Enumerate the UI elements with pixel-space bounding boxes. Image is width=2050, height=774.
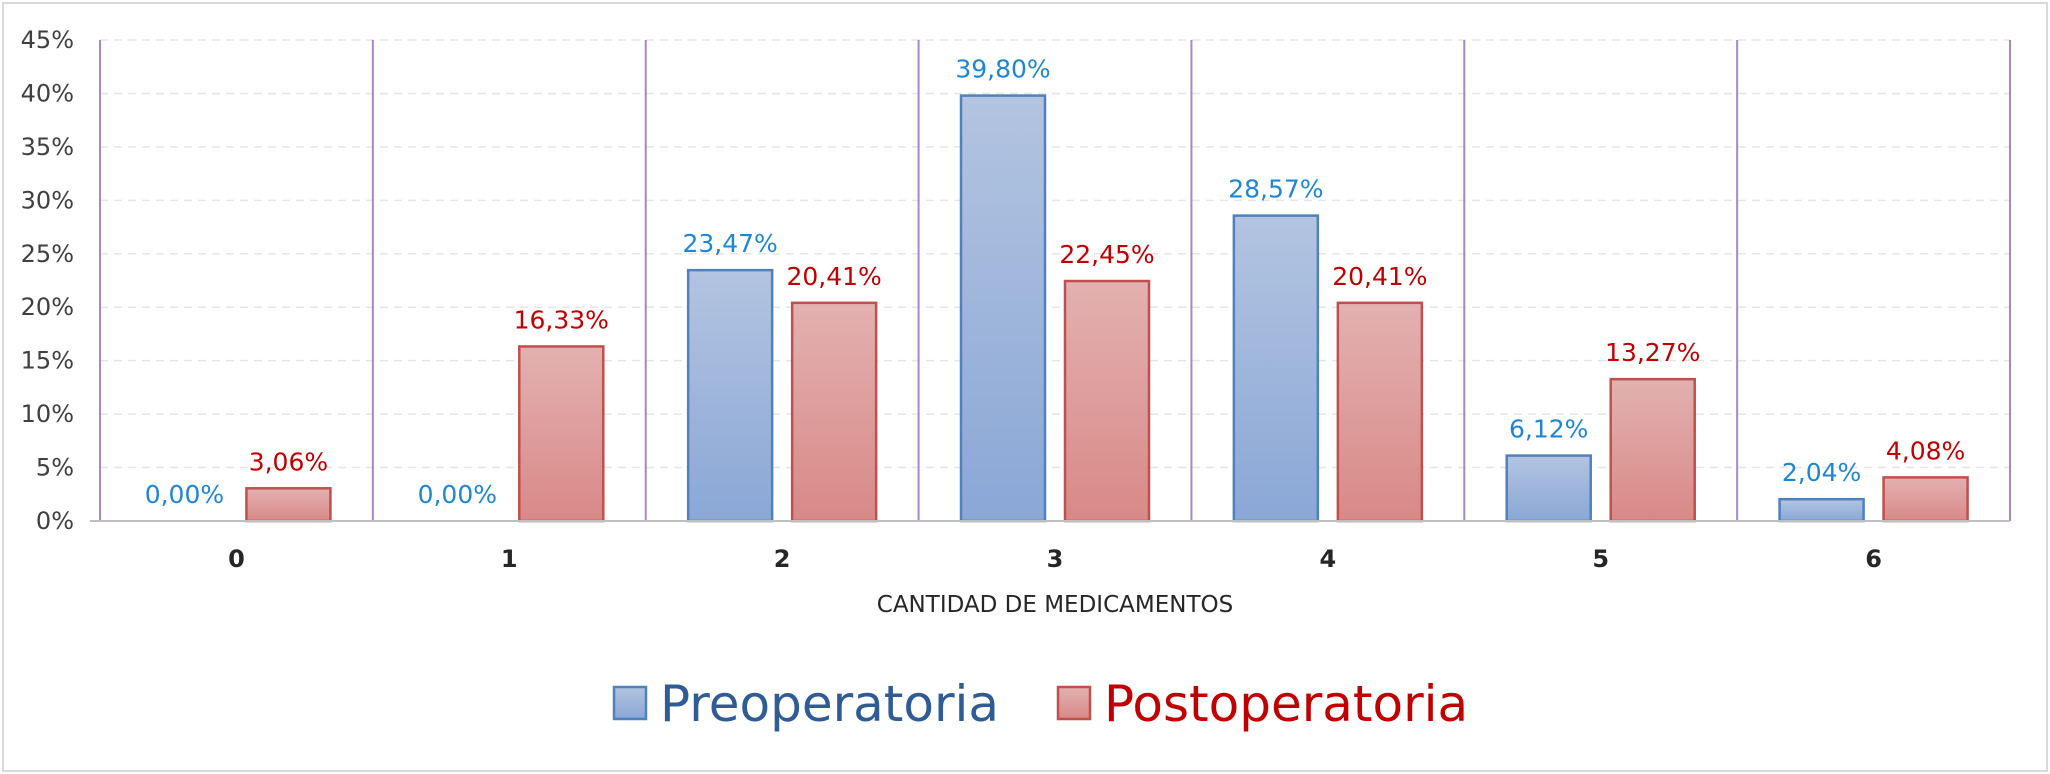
- legend-swatch-pre: [612, 685, 648, 721]
- data-label-post: 4,08%: [1886, 436, 1965, 465]
- data-label-pre: 0,00%: [145, 480, 224, 509]
- bars: [245, 94, 1969, 523]
- gridlines: [100, 39, 2010, 469]
- bar-post: [790, 301, 878, 523]
- axes: 0% 5% 10% 15% 20% 25% 30% 35% 40% 45% 0 1 2 3 4 5 6: [21, 26, 2010, 573]
- bar-post: [1609, 377, 1696, 523]
- data-label-pre: 39,80%: [955, 55, 1050, 84]
- y-tick-label: 35%: [21, 133, 74, 161]
- category-separators: [99, 40, 2011, 521]
- data-label-post: 3,06%: [249, 447, 328, 476]
- legend-label-post: Postoperatoria: [1104, 675, 1468, 733]
- x-tick-label: 3: [1047, 545, 1064, 573]
- bar-post: [518, 345, 605, 523]
- data-label-pre: 0,00%: [418, 480, 497, 509]
- x-tick-label: 6: [1865, 545, 1882, 573]
- data-label-post: 20,41%: [786, 262, 881, 291]
- y-tick-label: 0%: [36, 507, 74, 535]
- legend-swatch-post: [1056, 685, 1092, 721]
- data-label-post: 22,45%: [1059, 240, 1154, 269]
- bar-pre: [959, 94, 1047, 523]
- x-tick-label: 1: [501, 545, 518, 573]
- y-tick-label: 45%: [21, 26, 74, 54]
- data-labels: 0,00% 3,06% 0,00% 16,33% 23,47% 20,41% 39,80% 2…: [145, 55, 1966, 509]
- legend: Preoperatoria Postoperatoria: [612, 675, 1468, 733]
- data-label-post: 13,27%: [1605, 338, 1700, 367]
- data-label-pre: 23,47%: [682, 229, 777, 258]
- bar-pre: [1505, 454, 1592, 523]
- y-tick-label: 5%: [36, 454, 74, 482]
- data-label-pre: 28,57%: [1228, 175, 1323, 204]
- y-tick-label: 30%: [21, 186, 74, 214]
- bar-post: [1336, 301, 1424, 523]
- y-tick-label: 40%: [21, 79, 74, 107]
- x-tick-label: 0: [228, 545, 245, 573]
- x-axis-title: CANTIDAD DE MEDICAMENTOS: [877, 592, 1233, 618]
- y-tick-label: 10%: [21, 400, 74, 428]
- x-tick-label: 4: [1320, 545, 1337, 573]
- data-label-post: 16,33%: [514, 305, 609, 334]
- bar-pre: [686, 268, 774, 523]
- x-tick-label: 5: [1592, 545, 1609, 573]
- data-label-post: 20,41%: [1332, 262, 1427, 291]
- bar-pre: [1778, 497, 1865, 523]
- x-tick-label: 2: [774, 545, 791, 573]
- bar-post: [1063, 279, 1151, 523]
- bar-post: [245, 487, 332, 523]
- data-label-pre: 6,12%: [1509, 415, 1588, 444]
- y-tick-label: 15%: [21, 347, 74, 375]
- y-tick-label: 25%: [21, 240, 74, 268]
- y-tick-label: 20%: [21, 293, 74, 321]
- bar-pre: [1232, 214, 1320, 523]
- data-label-pre: 2,04%: [1782, 458, 1861, 487]
- bar-post: [1882, 476, 1969, 523]
- legend-label-pre: Preoperatoria: [660, 675, 999, 733]
